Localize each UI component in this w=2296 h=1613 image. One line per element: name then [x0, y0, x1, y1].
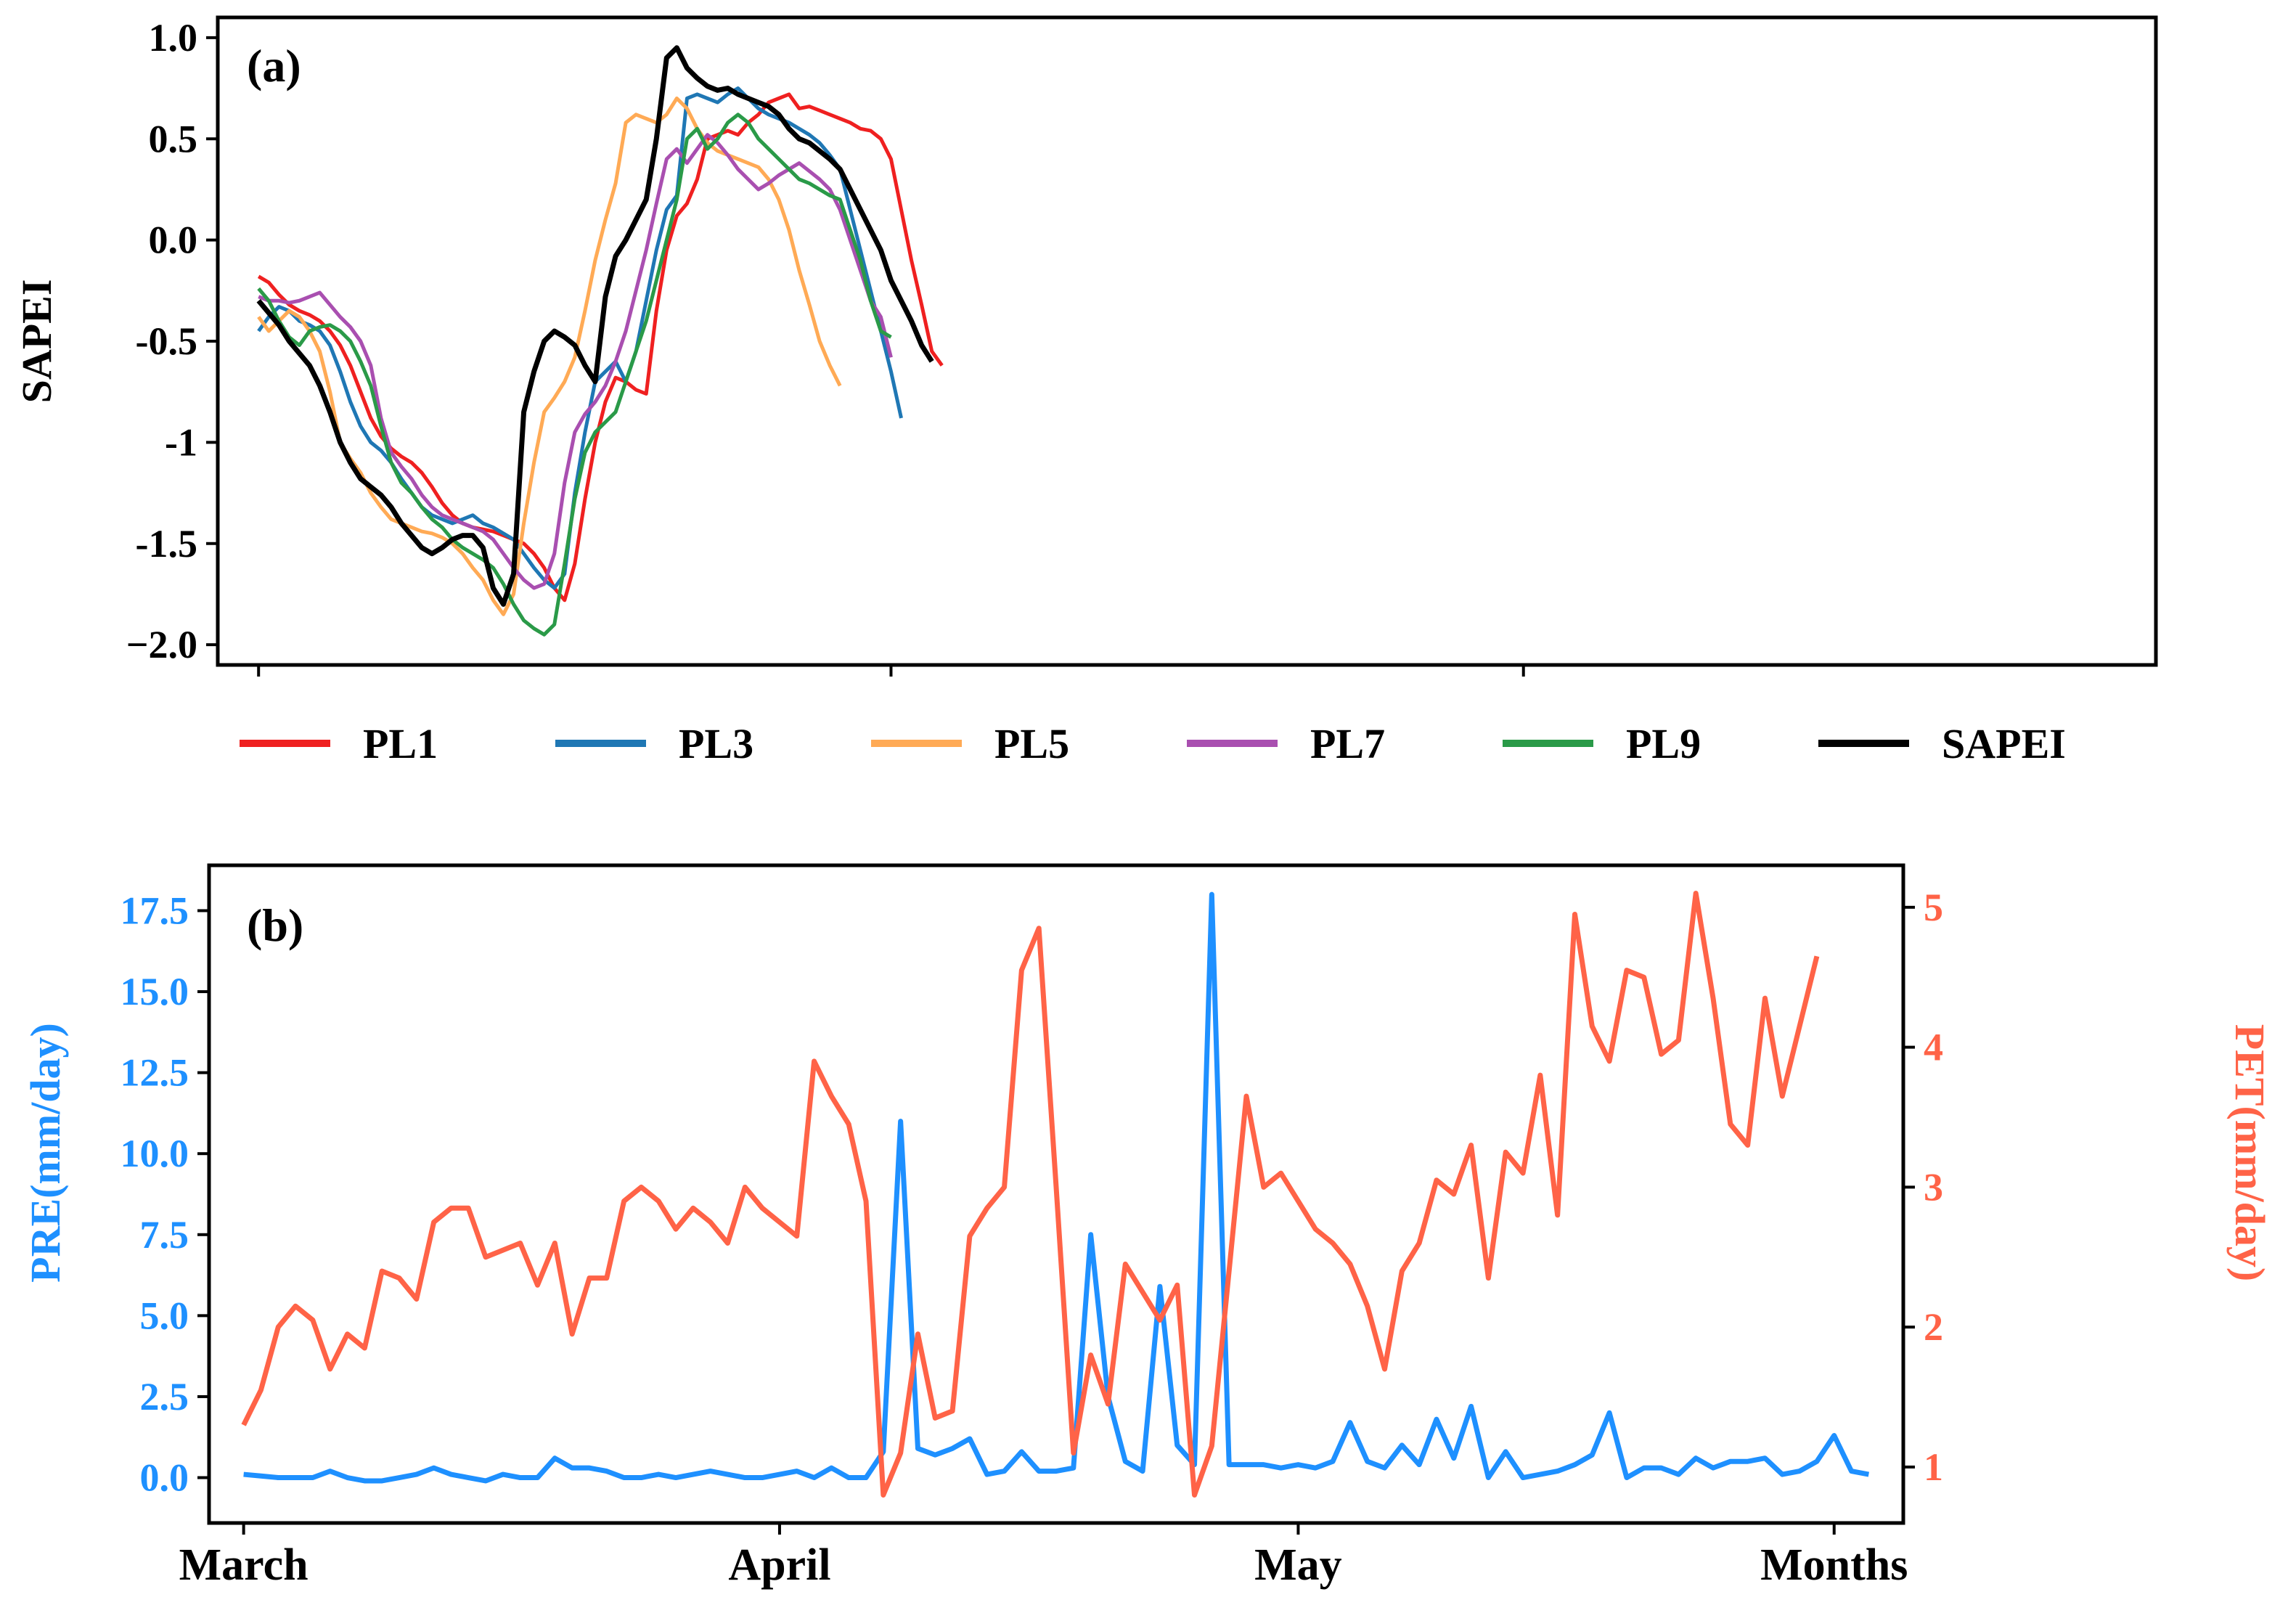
panel-b-y-axis-left: 0.0 2.5 5.0 7.5 10.0 12.5 15.0 17.5: [120, 889, 209, 1500]
panel-b-xtick-label: May: [1254, 1540, 1342, 1590]
panel-b-ytick-label-right: 1: [1924, 1445, 1943, 1489]
series-line-pl9: [257, 113, 892, 637]
panel-b-ytick-label-left: 2.5: [140, 1375, 189, 1418]
panel-b-ytick-label-left: 5.0: [140, 1294, 189, 1337]
legend-label: PL3: [679, 720, 753, 767]
panel-b-series: [241, 891, 1870, 1498]
panel-a-ytick-label: 1.0: [149, 16, 198, 60]
legend-item-pl9: PL9: [1503, 720, 1701, 767]
panel-a-ytick-label: -1: [165, 420, 197, 464]
legend-item-pl7: PL7: [1187, 720, 1385, 767]
series-line-sapei: [256, 45, 934, 607]
panel-b-ytick-label-right: 2: [1924, 1305, 1943, 1349]
series-line-pl5: [257, 97, 842, 616]
legend: PL1 PL3 PL5 PL7 PL9 SAPEI: [240, 720, 2066, 767]
legend-label: PL1: [363, 720, 438, 767]
legend-item-pl3: PL3: [555, 720, 753, 767]
panel-b: 0.0 2.5 5.0 7.5 10.0 12.5 15.0 17.5 1 2 3 4 5 March…: [22, 863, 2273, 1590]
panel-a-ytick-label: 0.0: [149, 219, 198, 262]
series-line-pre: [243, 891, 1870, 1484]
panel-b-ytick-label-left: 10.0: [120, 1132, 189, 1175]
legend-label: PL9: [1626, 720, 1701, 767]
panel-a: 1.0 0.5 0.0 -0.5 -1 -1.5 −2.0 (a) SAPEI: [13, 15, 2158, 677]
panel-b-x-axis: March April May Months: [179, 1523, 1908, 1590]
panel-a-ytick-label: 0.5: [149, 117, 198, 160]
panel-b-ytick-label-right: 3: [1924, 1165, 1943, 1209]
series-line-pet: [241, 891, 1820, 1498]
panel-a-frame: [216, 15, 2158, 667]
legend-label: PL5: [994, 720, 1069, 767]
legend-label: SAPEI: [1942, 720, 2066, 767]
series-line-pl1: [257, 92, 944, 603]
panel-a-x-axis: [257, 665, 1525, 677]
panel-b-xtick-label: Months: [1760, 1540, 1908, 1590]
legend-item-pl5: PL5: [871, 720, 1069, 767]
panel-b-xtick-label: April: [728, 1540, 830, 1590]
panel-b-ytick-label-right: 5: [1924, 886, 1943, 929]
panel-b-y-label-right: PET(mm/day): [2226, 1024, 2273, 1281]
panel-b-y-label-left: PRE(mm/day): [22, 1023, 69, 1283]
legend-item-sapei: SAPEI: [1818, 720, 2066, 767]
panel-a-ytick-label: -0.5: [136, 319, 197, 363]
panel-b-ytick-label-left: 12.5: [120, 1051, 189, 1095]
series-line-pl3: [257, 86, 903, 590]
series-line-pl7: [258, 133, 893, 590]
panel-b-ytick-label-left: 17.5: [120, 889, 189, 932]
panel-a-y-label: SAPEI: [13, 279, 60, 404]
panel-b-ytick-label-left: 7.5: [140, 1213, 189, 1257]
panel-b-ytick-label-left: 15.0: [120, 970, 189, 1013]
legend-item-pl1: PL1: [240, 720, 438, 767]
panel-a-y-axis: 1.0 0.5 0.0 -0.5 -1 -1.5 −2.0: [126, 16, 218, 666]
panel-b-xtick-label: March: [179, 1540, 309, 1590]
panel-a-series: [256, 45, 944, 637]
panel-b-y-axis-right: 1 2 3 4 5: [1903, 886, 1943, 1489]
panel-b-ytick-label-left: 0.0: [140, 1456, 189, 1500]
panel-b-label: (b): [247, 899, 303, 951]
panel-b-ytick-label-right: 4: [1924, 1026, 1943, 1069]
panel-a-label: (a): [247, 40, 301, 91]
panel-b-frame: [207, 863, 1905, 1525]
panel-a-ytick-label: −2.0: [126, 623, 197, 666]
panel-a-ytick-label: -1.5: [136, 522, 197, 565]
legend-label: PL7: [1310, 720, 1385, 767]
